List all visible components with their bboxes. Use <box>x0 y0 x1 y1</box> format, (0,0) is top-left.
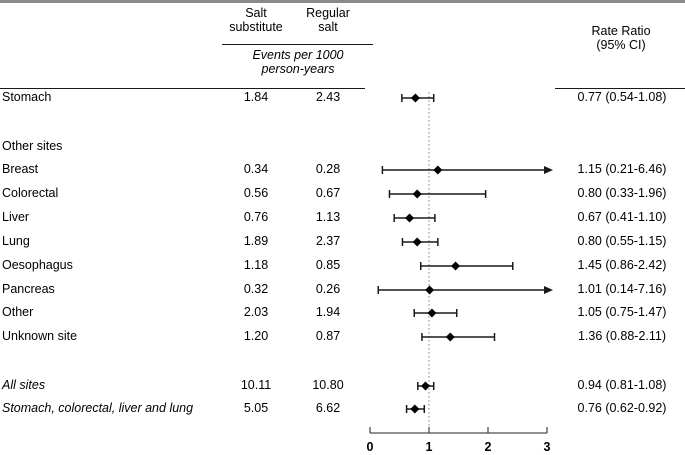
events-caption-line1: Events per 1000 <box>252 48 344 62</box>
regular-salt-value: 1.13 <box>315 210 341 224</box>
row-label: Oesophagus <box>2 258 73 272</box>
rate-ratio-value: 0.67 (0.41-1.10) <box>577 210 667 224</box>
table-row: Pancreas 0.32 0.26 1.01 (0.14-7.16) <box>0 277 685 301</box>
regular-salt-value: 2.43 <box>315 90 341 104</box>
rate-ratio-column-header: Rate Ratio (95% CI) <box>557 24 685 52</box>
row-label: Breast <box>2 162 39 176</box>
salt-substitute-value: 1.89 <box>243 234 269 248</box>
salt-substitute-value: 0.34 <box>243 162 269 176</box>
rate-ratio-value: 0.76 (0.62-0.92) <box>577 401 667 415</box>
salt-substitute-value: 5.05 <box>243 401 269 415</box>
rate-ratio-value: 1.01 (0.14-7.16) <box>577 282 667 296</box>
salt-substitute-value: 0.32 <box>243 282 269 296</box>
row-label: Stomach <box>2 90 52 104</box>
table-row: Colorectal 0.56 0.67 0.80 (0.33-1.96) <box>0 181 685 205</box>
table-row: Oesophagus 1.18 0.85 1.45 (0.86-2.42) <box>0 253 685 277</box>
table-row-composite-sites: Stomach, colorectal, liver and lung 5.05… <box>0 396 685 420</box>
table-header-rule-right <box>555 88 685 89</box>
rate-ratio-value: 0.77 (0.54-1.08) <box>577 90 667 104</box>
regular-salt-value: 0.87 <box>315 329 341 343</box>
events-caption: Events per 1000 person-years <box>212 48 384 76</box>
regular-salt-value: 0.85 <box>315 258 341 272</box>
row-label: All sites <box>2 378 46 392</box>
rate-ratio-value: 0.80 (0.55-1.15) <box>577 234 667 248</box>
table-row: Breast 0.34 0.28 1.15 (0.21-6.46) <box>0 157 685 181</box>
axis-tick-label: 0 <box>367 440 374 454</box>
section-header-label: Other sites <box>2 139 63 153</box>
row-label: Liver <box>2 210 30 224</box>
row-label: Colorectal <box>2 186 59 200</box>
salt-substitute-value: 0.76 <box>243 210 269 224</box>
regular-salt-value: 0.28 <box>315 162 341 176</box>
salt-substitute-header-line1: Salt <box>245 6 267 20</box>
table-row: Lung 1.89 2.37 0.80 (0.55-1.15) <box>0 229 685 253</box>
regular-salt-value: 2.37 <box>315 234 341 248</box>
regular-salt-header-line2: salt <box>318 20 338 34</box>
events-caption-line2: person-years <box>261 62 335 76</box>
row-label: Unknown site <box>2 329 78 343</box>
rate-ratio-value: 0.94 (0.81-1.08) <box>577 378 667 392</box>
row-label: Stomach, colorectal, liver and lung <box>2 401 194 415</box>
row-label: Pancreas <box>2 282 55 296</box>
top-border-rule <box>0 0 685 3</box>
axis-tick-label: 3 <box>544 440 551 454</box>
salt-substitute-header-line2: substitute <box>229 20 283 34</box>
regular-salt-value: 1.94 <box>315 305 341 319</box>
events-header-rule <box>222 44 373 45</box>
rate-ratio-value: 0.80 (0.33-1.96) <box>577 186 667 200</box>
rate-ratio-value: 1.15 (0.21-6.46) <box>577 162 667 176</box>
table-row: Unknown site 1.20 0.87 1.36 (0.88-2.11) <box>0 324 685 348</box>
rate-ratio-header-line2: (95% CI) <box>596 38 646 52</box>
regular-salt-column-header: Regular salt <box>288 6 368 34</box>
rate-ratio-value: 1.36 (0.88-2.11) <box>577 329 667 343</box>
salt-substitute-column-header: Salt substitute <box>216 6 296 34</box>
regular-salt-header-line1: Regular <box>306 6 350 20</box>
salt-substitute-value: 2.03 <box>243 305 269 319</box>
table-header-rule-left <box>0 88 365 89</box>
salt-substitute-value: 10.11 <box>240 378 272 392</box>
axis-tick-label: 2 <box>485 440 492 454</box>
rate-ratio-value: 1.05 (0.75-1.47) <box>577 305 667 319</box>
row-label: Other <box>2 305 34 319</box>
table-row: Liver 0.76 1.13 0.67 (0.41-1.10) <box>0 205 685 229</box>
salt-substitute-value: 1.20 <box>243 329 269 343</box>
table-row: Stomach 1.84 2.43 0.77 (0.54-1.08) <box>0 85 685 109</box>
axis-tick-label: 1 <box>426 440 433 454</box>
rate-ratio-header-line1: Rate Ratio <box>591 24 651 38</box>
row-label: Lung <box>2 234 30 248</box>
table-row-all-sites: All sites 10.11 10.80 0.94 (0.81-1.08) <box>0 373 685 397</box>
regular-salt-value: 0.67 <box>315 186 341 200</box>
salt-substitute-value: 0.56 <box>243 186 269 200</box>
rate-ratio-value: 1.45 (0.86-2.42) <box>577 258 667 272</box>
regular-salt-value: 6.62 <box>315 401 341 415</box>
regular-salt-value: 10.80 <box>312 378 344 392</box>
section-header-row: Other sites <box>0 134 685 158</box>
salt-substitute-value: 1.18 <box>243 258 269 272</box>
salt-substitute-value: 1.84 <box>243 90 269 104</box>
table-row: Other 2.03 1.94 1.05 (0.75-1.47) <box>0 300 685 324</box>
regular-salt-value: 0.26 <box>315 282 341 296</box>
